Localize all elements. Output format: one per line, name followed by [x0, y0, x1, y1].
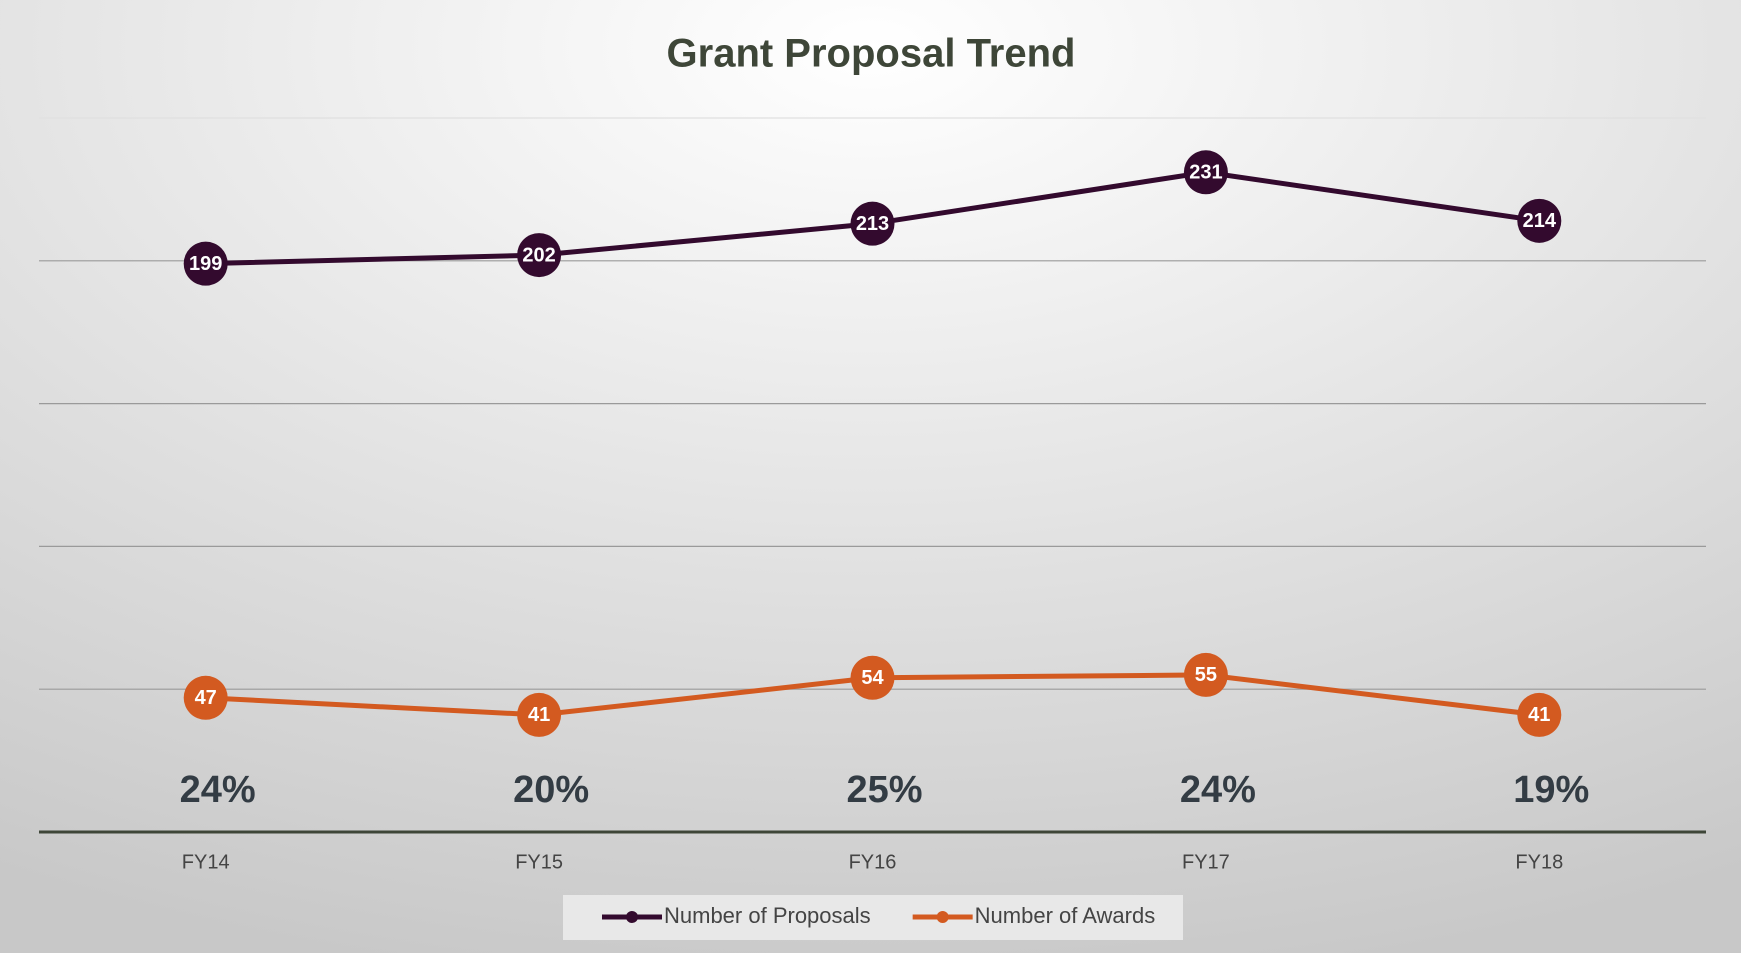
- data-point: [1183, 652, 1228, 697]
- legend-box: [563, 895, 1183, 940]
- chart-title: Grant Proposal Trend: [667, 32, 1076, 76]
- data-point: [1183, 150, 1228, 195]
- x-tick-label: FY17: [1182, 851, 1230, 873]
- legend-marker: [626, 911, 638, 923]
- data-point: [1517, 198, 1562, 243]
- data-point: [1517, 692, 1562, 737]
- data-label: 202: [522, 244, 555, 266]
- legend-label: Number of Awards: [975, 903, 1156, 928]
- rate-annotation: 19%: [1513, 769, 1589, 811]
- data-label: 214: [1523, 210, 1557, 232]
- data-label: 55: [1195, 664, 1217, 686]
- x-tick-label: FY14: [182, 851, 230, 873]
- data-point: [183, 241, 228, 286]
- x-tick-label: FY18: [1515, 851, 1563, 873]
- rate-annotation: 24%: [1180, 769, 1256, 811]
- data-label: 213: [856, 213, 889, 235]
- data-label: 41: [1528, 704, 1550, 726]
- rate-annotation: 25%: [846, 769, 922, 811]
- data-point: [183, 675, 228, 720]
- data-point: [517, 233, 562, 278]
- legend-label: Number of Proposals: [664, 903, 871, 928]
- rate-annotation: 24%: [180, 769, 256, 811]
- rate-annotation: 20%: [513, 769, 589, 811]
- data-label: 41: [528, 704, 550, 726]
- data-label: 47: [195, 687, 217, 709]
- legend-marker: [936, 911, 949, 923]
- data-label: 231: [1189, 162, 1222, 184]
- data-point: [850, 201, 895, 246]
- data-point: [517, 692, 562, 737]
- x-tick-label: FY16: [849, 851, 897, 873]
- data-point: [850, 655, 895, 700]
- x-tick-label: FY15: [515, 851, 563, 873]
- data-label: 54: [861, 667, 884, 689]
- data-label: 199: [189, 253, 222, 275]
